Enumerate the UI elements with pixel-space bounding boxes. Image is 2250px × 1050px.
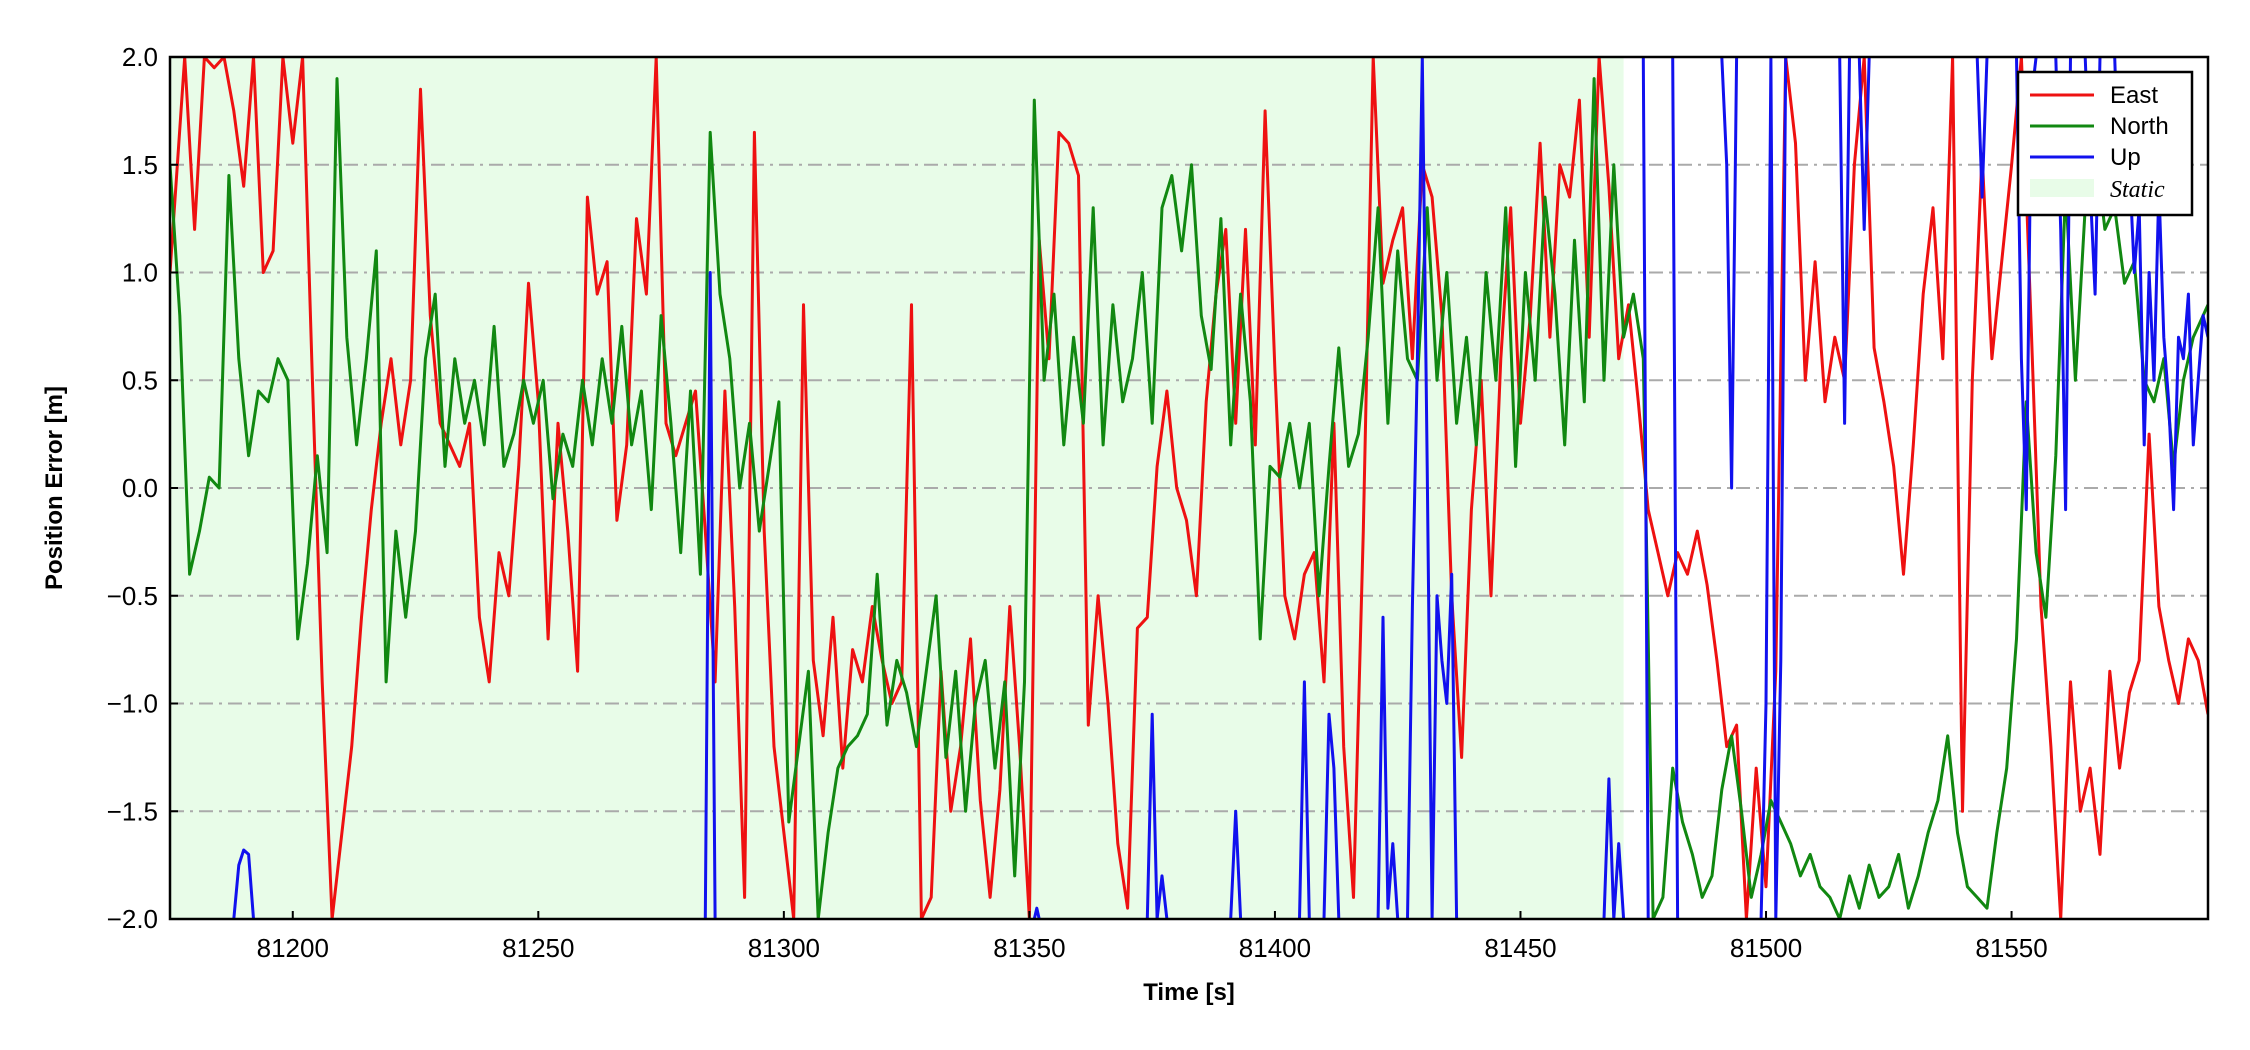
- x-tick-label: 81250: [502, 933, 574, 963]
- legend-swatch-static: [2030, 179, 2094, 197]
- legend-label-north: North: [2110, 113, 2169, 140]
- x-tick-label: 81400: [1239, 933, 1311, 963]
- series-lines: [170, 57, 2208, 919]
- legend-label-east: East: [2110, 82, 2158, 109]
- legend-label-up: Up: [2110, 144, 2141, 171]
- y-tick-label: 0.0: [122, 473, 158, 503]
- x-tick-label: 81300: [748, 933, 820, 963]
- x-tick-label: 81200: [257, 933, 329, 963]
- x-axis-title: Time [s]: [1143, 979, 1235, 1006]
- y-tick-label: 1.5: [122, 150, 158, 180]
- y-axis: −2.0 −1.5 −1.0 −0.5 0.0 0.5 1.0 1.5 2.0: [107, 42, 178, 934]
- x-tick-label: 81500: [1730, 933, 1802, 963]
- series-line-up: [232, 57, 2208, 919]
- y-tick-label: −0.5: [107, 581, 158, 611]
- x-tick-label: 81350: [993, 933, 1065, 963]
- x-axis: 81200 81250 81300 81350 81400 81450 81500 81550: [257, 911, 2048, 963]
- y-tick-label: 1.0: [122, 258, 158, 288]
- legend: East North Up Static: [2016, 70, 2194, 217]
- y-tick-label: 0.5: [122, 365, 158, 395]
- y-tick-label: −2.0: [107, 904, 158, 934]
- y-tick-label: −1.5: [107, 796, 158, 826]
- y-tick-label: −1.0: [107, 689, 158, 719]
- series-line-east: [170, 57, 2208, 919]
- x-tick-label: 81450: [1484, 933, 1556, 963]
- y-tick-label: 2.0: [122, 42, 158, 72]
- y-axis-title: Position Error [m]: [41, 386, 68, 590]
- series-line-north: [170, 77, 2208, 919]
- x-tick-label: 81550: [1975, 933, 2047, 963]
- legend-label-static: Static: [2110, 177, 2165, 203]
